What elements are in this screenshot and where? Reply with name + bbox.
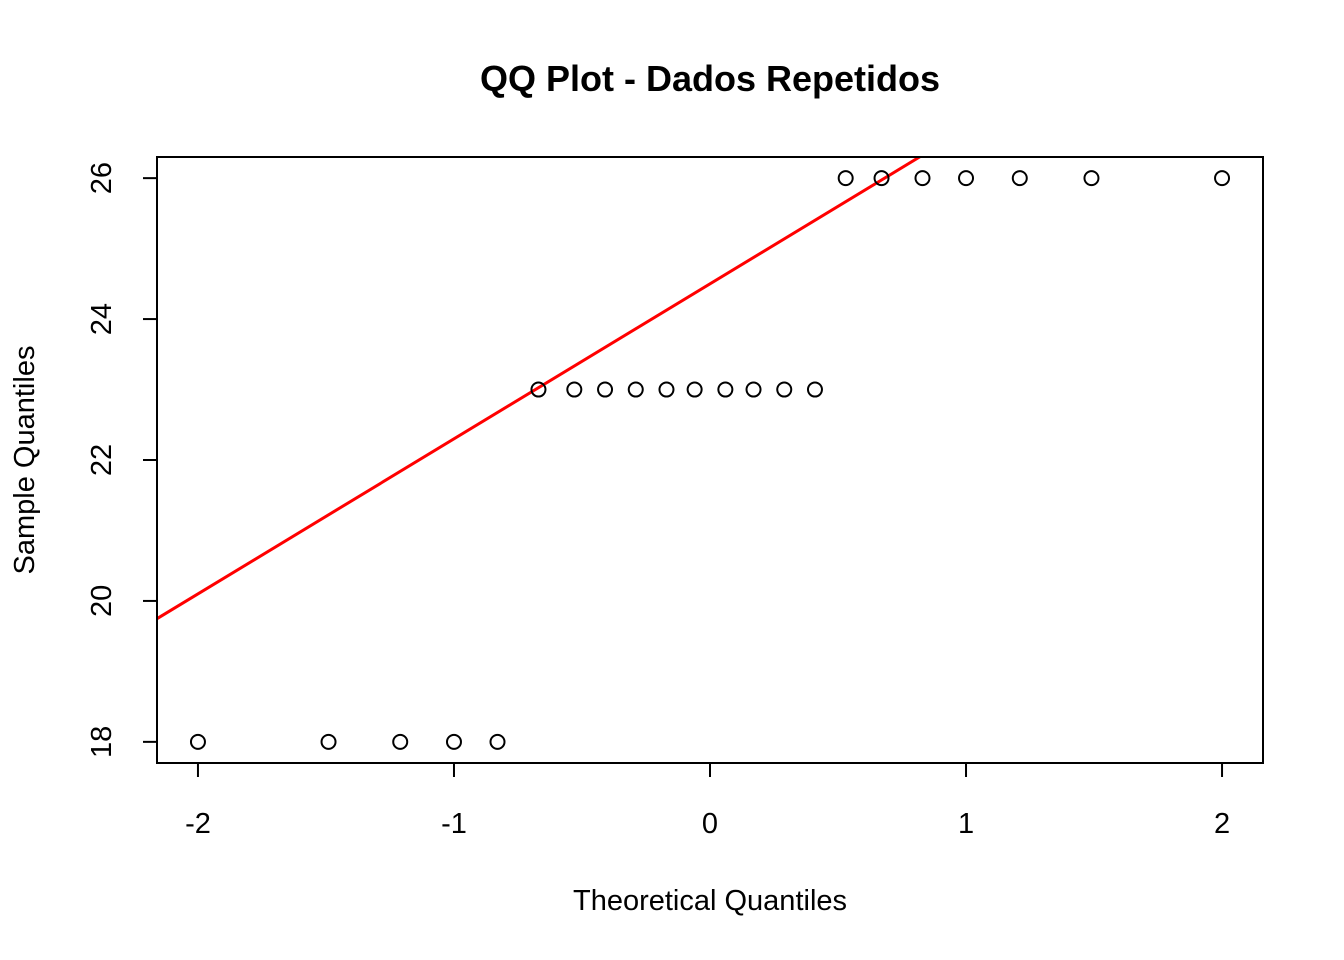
data-point: [776, 381, 793, 398]
y-tick-label: 26: [86, 162, 118, 194]
plot-frame: [156, 156, 1264, 764]
data-point: [597, 381, 614, 398]
data-point: [392, 733, 409, 750]
y-tick-label: 24: [86, 303, 118, 335]
plot-area: [157, 157, 923, 620]
y-axis-label: Sample Quantiles: [9, 346, 41, 575]
x-tick-label: 0: [702, 808, 718, 840]
data-point: [873, 170, 890, 187]
data-point: [958, 170, 975, 187]
data-point: [806, 381, 823, 398]
x-tick-label: -2: [185, 808, 211, 840]
data-point: [530, 381, 547, 398]
y-axis: 18 20 22 24 26: [86, 162, 157, 758]
data-point: [189, 733, 206, 750]
x-tick-label: 1: [958, 808, 974, 840]
data-point: [566, 381, 583, 398]
data-point: [1083, 170, 1100, 187]
y-tick-label: 22: [86, 444, 118, 476]
x-axis-label: Theoretical Quantiles: [573, 885, 847, 917]
chart-title: QQ Plot - Dados Repetidos: [480, 58, 940, 99]
data-point: [658, 381, 675, 398]
reference-line: [157, 157, 923, 620]
data-points: [189, 170, 1231, 750]
data-point: [717, 381, 734, 398]
data-point: [320, 733, 337, 750]
data-point: [745, 381, 762, 398]
data-point: [489, 733, 506, 750]
data-point: [627, 381, 644, 398]
data-point: [1011, 170, 1028, 187]
y-tick-label: 20: [86, 585, 118, 617]
data-point: [686, 381, 703, 398]
data-point: [837, 170, 854, 187]
data-point: [445, 733, 462, 750]
data-point: [914, 170, 931, 187]
x-axis: -2 -1 0 1 2: [185, 763, 1230, 840]
data-point: [1214, 170, 1231, 187]
x-tick-label: 2: [1214, 808, 1230, 840]
y-tick-label: 18: [86, 726, 118, 758]
x-tick-label: -1: [441, 808, 467, 840]
